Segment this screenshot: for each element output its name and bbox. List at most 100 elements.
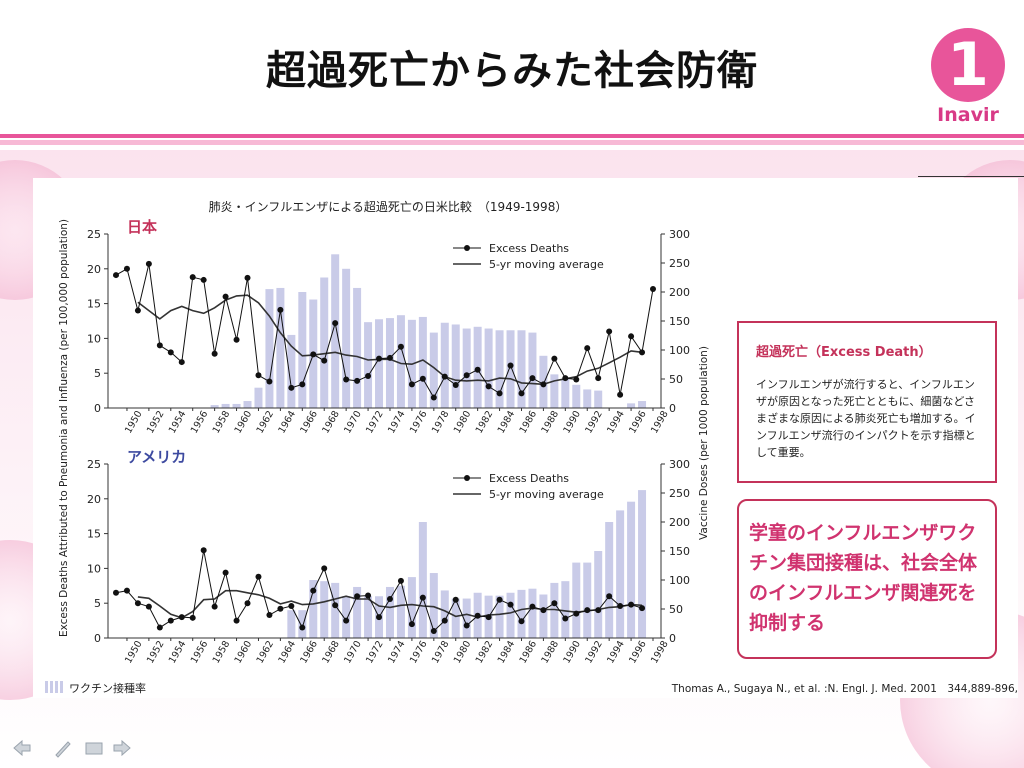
- usa-excess-death-point: [463, 622, 470, 629]
- usa-excess-death-point: [628, 601, 635, 608]
- japan-y-tick-label: 20: [87, 263, 101, 276]
- japan-y2-tick-label: 0: [669, 402, 676, 415]
- usa-excess-death-point: [518, 618, 525, 625]
- usa-excess-death-point: [397, 577, 404, 584]
- usa-excess-death-point: [474, 612, 481, 619]
- japan-panel-label: 日本: [127, 218, 157, 236]
- japan-excess-death-point: [113, 272, 119, 279]
- japan-x-tick-label: 1966: [298, 409, 320, 435]
- menu-icon[interactable]: [85, 742, 103, 755]
- top-rule: [918, 176, 1024, 177]
- japan-excess-death-point: [222, 293, 229, 300]
- japan-x-tick-label: 1962: [255, 409, 277, 435]
- usa-x-tick-label: 1984: [496, 639, 518, 665]
- usa-excess-death-point: [419, 594, 426, 601]
- japan-excess-death-point: [573, 376, 580, 383]
- japan-legend-moving-average: 5-yr moving average: [489, 258, 604, 271]
- japan-excess-death-point: [386, 354, 393, 361]
- logo-numeral: 1: [947, 30, 989, 100]
- japan-excess-death-point: [233, 336, 240, 343]
- japan-excess-death-point: [628, 333, 635, 340]
- usa-excess-death-point: [408, 621, 415, 628]
- usa-excess-death-point: [277, 605, 284, 612]
- japan-y2-tick-label: 250: [669, 257, 690, 270]
- usa-vaccine-bar: [342, 596, 351, 638]
- japan-excess-death-point: [617, 391, 624, 398]
- usa-x-tick-label: 1950: [123, 639, 145, 665]
- japan-vaccine-bar: [364, 322, 373, 408]
- japan-excess-death-point: [463, 372, 470, 379]
- usa-y-tick-label: 0: [94, 632, 101, 645]
- usa-vaccine-bar: [418, 522, 427, 638]
- bar-legend-swatch: [50, 681, 53, 693]
- usa-excess-death-point: [496, 596, 503, 603]
- pen-icon[interactable]: [55, 741, 71, 758]
- japan-excess-death-point: [178, 359, 185, 366]
- usa-vaccine-bar: [594, 551, 603, 638]
- japan-excess-death-point: [365, 372, 372, 379]
- usa-y2-tick-label: 100: [669, 574, 690, 587]
- usa-excess-death-point: [343, 617, 350, 624]
- japan-x-tick-label: 1972: [364, 409, 386, 435]
- japan-x-tick-label: 1978: [430, 409, 452, 435]
- usa-vaccine-bar: [550, 582, 559, 638]
- usa-excess-death-point: [573, 610, 580, 617]
- japan-excess-death-point: [650, 285, 656, 292]
- prev-arrow-icon[interactable]: [13, 739, 31, 757]
- excess-death-chart: 肺炎・インフルエンザによる超過死亡の日米比較 （1949-1998） Excess…: [45, 199, 1018, 695]
- japan-vaccine-bar: [265, 289, 274, 408]
- usa-vaccine-bar: [331, 582, 340, 638]
- usa-x-tick-label: 1998: [649, 639, 671, 665]
- japan-vaccine-bar: [221, 403, 230, 408]
- japan-excess-death-point: [551, 355, 558, 362]
- slide-title: 超過死亡からみた社会防衛: [266, 48, 758, 94]
- japan-vaccine-bar: [342, 268, 351, 408]
- japan-excess-death-point: [430, 394, 437, 401]
- usa-y-tick-label: 10: [87, 562, 101, 575]
- usa-vaccine-bar: [429, 573, 438, 638]
- japan-vaccine-bar: [243, 401, 252, 408]
- usa-x-tick-label: 1962: [255, 639, 277, 665]
- usa-y2-tick-label: 200: [669, 516, 690, 529]
- usa-excess-death-point: [551, 600, 558, 607]
- japan-excess-death-point: [299, 381, 306, 388]
- japan-x-tick-label: 1968: [320, 409, 342, 435]
- japan-excess-death-point: [255, 372, 262, 379]
- japan-vaccine-bar: [298, 292, 307, 408]
- usa-vaccine-bar: [572, 562, 581, 638]
- japan-vaccine-bar: [232, 403, 241, 408]
- usa-vaccine-bar: [539, 594, 548, 638]
- usa-excess-death-point: [584, 607, 591, 614]
- usa-x-tick-label: 1974: [386, 639, 408, 665]
- japan-excess-death-point: [485, 383, 492, 390]
- usa-y2-tick-label: 50: [669, 603, 683, 616]
- japan-legend-excess-deaths: Excess Deaths: [489, 242, 569, 255]
- japan-x-tick-label: 1964: [276, 409, 298, 435]
- japan-vaccine-bar: [418, 316, 427, 408]
- usa-excess-death-point: [222, 569, 229, 576]
- usa-vaccine-bar: [605, 522, 614, 638]
- usa-excess-death-point: [178, 614, 185, 621]
- japan-y2-tick-label: 50: [669, 373, 683, 386]
- usa-x-tick-label: 1978: [430, 639, 452, 665]
- usa-y2-tick-label: 150: [669, 545, 690, 558]
- usa-vaccine-bar: [517, 589, 526, 638]
- bar-legend-swatch: [60, 681, 63, 693]
- japan-y2-tick-label: 150: [669, 315, 690, 328]
- japan-vaccine-bar: [276, 287, 285, 408]
- japan-x-tick-label: 1970: [342, 409, 364, 435]
- usa-x-tick-label: 1964: [276, 639, 298, 665]
- next-arrow-icon[interactable]: [113, 739, 131, 757]
- usa-vaccine-bar: [583, 562, 592, 638]
- usa-y2-tick-label: 300: [669, 458, 690, 471]
- usa-x-tick-label: 1980: [452, 639, 474, 665]
- japan-excess-death-point: [156, 342, 163, 349]
- japan-vaccine-bar: [638, 401, 647, 408]
- usa-vaccine-bar: [320, 581, 329, 638]
- japan-y2-tick-label: 100: [669, 344, 690, 357]
- usa-excess-death-point: [507, 601, 514, 608]
- japan-vaccine-bar: [440, 322, 449, 408]
- usa-excess-death-point: [244, 600, 251, 607]
- usa-vaccine-bar: [407, 577, 416, 638]
- usa-vaccine-bar: [396, 585, 405, 638]
